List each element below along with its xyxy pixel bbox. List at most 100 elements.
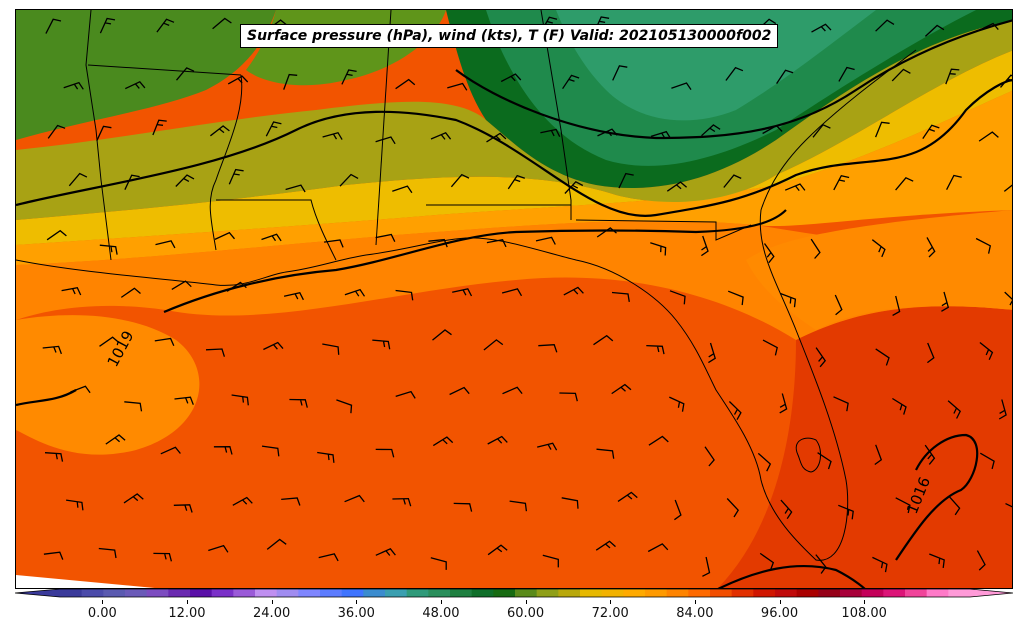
isobar-1016	[895, 433, 979, 561]
wind-barb	[375, 548, 396, 556]
wind-barb	[285, 184, 306, 193]
wind-barb	[701, 124, 721, 137]
colorbar-tick-mark	[525, 600, 527, 604]
wind-barb	[375, 448, 395, 458]
wind-barb	[708, 342, 716, 364]
wind-barb	[941, 291, 950, 312]
wind-barb	[344, 288, 366, 297]
wind-barb	[324, 239, 344, 248]
colorbar-tick-mark	[271, 600, 273, 604]
wind-barb	[152, 119, 167, 136]
wind-barb	[892, 397, 907, 415]
wind-barb	[817, 452, 832, 470]
wind-barb	[318, 553, 339, 562]
wind-barb	[44, 452, 64, 462]
wind-barb	[453, 502, 473, 512]
wind-barb	[666, 181, 688, 192]
colorbar-tick-label: 48.00	[422, 606, 460, 621]
wind-barb	[210, 125, 230, 137]
warm-field-southeast	[717, 306, 1012, 588]
colorbar-tick-mark	[610, 600, 612, 604]
temperature-map: 1019 1016	[16, 10, 1012, 588]
map-panel: 1019 1016 Surface pressure (hPa), wind (…	[15, 9, 1013, 589]
wind-barb	[392, 497, 412, 507]
wind-barb	[105, 434, 126, 445]
wind-barb	[289, 398, 308, 408]
colorbar-tick-label: 96.00	[760, 606, 799, 621]
wind-barb	[430, 132, 452, 140]
wind-barb	[834, 294, 843, 316]
wind-barb	[430, 557, 447, 570]
wind-barb	[535, 236, 556, 245]
colorbar-swatch	[233, 589, 256, 597]
wind-barb	[612, 65, 628, 81]
colorbar-swatch	[168, 589, 191, 597]
wind-barb	[120, 287, 141, 298]
wind-barb	[780, 499, 793, 520]
wind-barb	[283, 291, 304, 301]
no-data-corner	[16, 575, 155, 588]
map-title: Surface pressure (hPa), wind (kts), T (F…	[240, 24, 779, 48]
wind-barb	[537, 442, 558, 451]
wind-barb	[947, 400, 962, 419]
colorbar-tick-label: 0.00	[87, 606, 117, 621]
border-al-ga	[540, 10, 572, 220]
wind-barb	[375, 233, 396, 242]
wind-barb	[98, 547, 117, 559]
wind-barb	[811, 23, 832, 33]
wind-barb	[924, 444, 936, 465]
wind-barb	[261, 445, 280, 457]
light-orange-band	[16, 90, 1012, 265]
colorbar-swatch	[60, 589, 83, 597]
colorbar-tick-label: 108.00	[841, 606, 887, 621]
wind-barb	[779, 393, 788, 414]
wind-barb	[838, 504, 854, 520]
wind-barb	[66, 499, 84, 511]
wind-barb	[212, 17, 232, 30]
wind-barb	[322, 343, 340, 355]
wind-barb	[375, 136, 396, 145]
colorbar-tick-mark	[694, 600, 696, 604]
wind-barb	[669, 396, 685, 412]
wind-barb	[924, 24, 945, 37]
wind-barb	[227, 75, 249, 85]
colorbar-swatch	[211, 589, 234, 597]
wind-barb	[875, 19, 895, 32]
wind-barb	[648, 435, 669, 446]
wind-barb	[99, 336, 120, 347]
colorbar-swatch	[645, 589, 668, 597]
wind-barb	[922, 124, 940, 139]
wind-barb	[153, 552, 173, 562]
wind-barb	[208, 544, 229, 553]
wind-barb	[171, 280, 192, 290]
wind-barb	[946, 174, 962, 190]
colorbar-swatch	[840, 589, 863, 597]
wind-barb	[175, 67, 195, 81]
wind-barb	[998, 399, 1007, 420]
wind-barb	[872, 556, 888, 573]
wind-barb	[452, 288, 473, 297]
wind-barb	[647, 543, 669, 553]
border-ark-la	[87, 64, 242, 76]
colorbar-swatch	[926, 589, 949, 597]
wind-barb	[812, 124, 831, 138]
wind-barb	[875, 348, 890, 366]
colorbar-swatch	[320, 589, 343, 597]
isobar-north	[455, 19, 1012, 140]
wind-barb	[1003, 184, 1012, 192]
wind-barb	[99, 244, 118, 255]
isobar-1019	[163, 209, 787, 314]
wind-barb	[723, 174, 742, 188]
wind-barb	[727, 290, 744, 306]
wind-barb	[47, 124, 66, 139]
wind-barb	[929, 553, 945, 568]
wind-barb	[392, 185, 413, 194]
wind-barb	[63, 81, 84, 90]
wind-barb	[538, 344, 558, 353]
colorbar-swatch	[601, 589, 624, 597]
olive-band	[16, 20, 1012, 220]
wind-barb	[728, 401, 742, 421]
wind-barb	[154, 337, 175, 347]
wind-barb	[762, 124, 783, 135]
colorbar-swatch	[731, 589, 754, 597]
